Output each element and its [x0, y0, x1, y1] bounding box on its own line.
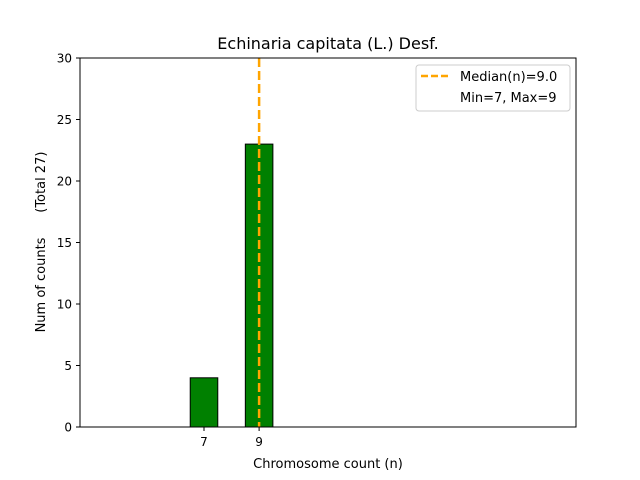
- y-axis-ticks: 0 5 10 15 20 25 30: [57, 52, 80, 435]
- y-tick-label: 25: [57, 113, 72, 127]
- x-tick-label: 7: [200, 435, 208, 449]
- y-tick-label: 5: [64, 359, 72, 373]
- plot-frame: [79, 57, 577, 428]
- y-tick-label: 15: [57, 236, 72, 250]
- x-axis-label: Chromosome count (n): [253, 457, 403, 472]
- y-tick-label: 0: [64, 421, 72, 435]
- legend-entry-median: Median(n)=9.0: [460, 70, 557, 85]
- bars: [189, 143, 274, 428]
- y-tick-label: 30: [57, 52, 72, 66]
- legend-box: [415, 64, 571, 112]
- chart-title: Echinaria capitata (L.) Desf.: [217, 34, 438, 53]
- y-tick-label: 10: [57, 298, 72, 312]
- y-tick-label: 20: [57, 175, 72, 189]
- bar-7: [189, 377, 219, 428]
- y-axis-label: Num of counts (Total 27): [34, 152, 49, 333]
- legend-entry-range: Min=7, Max=9: [460, 91, 557, 106]
- legend: Median(n)=9.0 Min=7, Max=9: [415, 64, 571, 112]
- x-tick-label: 9: [255, 435, 263, 449]
